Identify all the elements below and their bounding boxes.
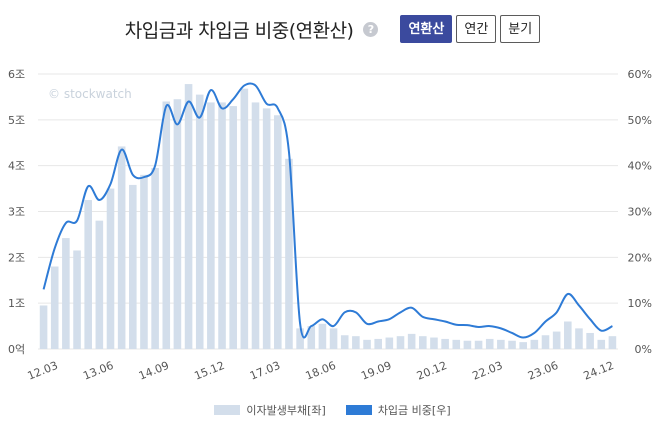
bar (452, 339, 461, 349)
x-tick-label: 14.09 (137, 359, 171, 383)
y-right-tick-label: 40% (628, 160, 652, 173)
x-tick-label: 18.06 (304, 359, 338, 383)
legend-label-bar: 이자발생부채[좌] (246, 404, 326, 417)
bar (106, 188, 115, 349)
series-line (42, 82, 613, 339)
bar (50, 266, 59, 349)
bar (140, 174, 148, 349)
bar (151, 167, 159, 349)
bar (240, 88, 249, 350)
bar (352, 336, 360, 349)
bar (329, 328, 338, 350)
x-tick-label: 20.12 (415, 359, 449, 383)
bar (262, 108, 271, 350)
y-right-tick-label: 30% (628, 206, 652, 219)
help-icon[interactable]: ? (363, 21, 379, 37)
x-tick-label: 23.06 (526, 359, 560, 383)
bar (117, 146, 126, 349)
y-right-tick-label: 50% (628, 114, 652, 127)
y-left-tick-label: 1조 (8, 297, 25, 310)
chart-legend: 이자발생부채[좌] 차입금 비중[우] (0, 402, 665, 418)
bar (385, 337, 394, 349)
bar (62, 238, 70, 349)
y-right-tick-label: 10% (628, 297, 652, 310)
bar (374, 338, 382, 349)
chart-header: 차입금과 차입금 비중(연환산) ? 연환산 연간 분기 (0, 12, 665, 46)
watermark: © stockwatch (48, 87, 132, 101)
bar (307, 326, 316, 349)
chart-title: 차입금과 차입금 비중(연환산) (124, 19, 354, 42)
bar (407, 333, 416, 350)
bar (162, 101, 171, 349)
y-left-tick-label: 3조 (8, 206, 25, 219)
bar (229, 106, 237, 349)
bar (195, 94, 204, 349)
bar (586, 332, 594, 349)
bar (575, 328, 583, 350)
bar (485, 338, 494, 349)
bar (508, 340, 516, 349)
tab-yearly[interactable]: 연간 (456, 15, 497, 43)
y-right-tick-label: 60% (628, 68, 652, 81)
bar (296, 328, 304, 350)
bar (430, 337, 438, 349)
bar (541, 335, 550, 349)
y-left-tick-label: 4조 (8, 160, 25, 173)
y-left-tick-label: 0억 (8, 343, 25, 356)
y-left-tick-label: 2조 (8, 251, 25, 264)
y-left-tick-label: 6조 (8, 68, 25, 81)
x-tick-label: 17.03 (248, 359, 282, 383)
bar (173, 99, 182, 350)
bar (519, 342, 527, 350)
x-tick-label: 13.06 (81, 359, 115, 383)
bar (474, 340, 483, 349)
bar (285, 158, 293, 349)
bar (340, 335, 349, 349)
x-tick-label: 19.09 (359, 359, 393, 383)
bar (441, 338, 449, 349)
bar (363, 339, 371, 349)
x-tick-label: 15.12 (192, 359, 226, 383)
y-right-tick-label: 20% (628, 251, 652, 264)
x-tick-label: 24.12 (582, 359, 616, 383)
bar (564, 321, 572, 349)
legend-swatch-line (345, 405, 372, 415)
bar (39, 305, 48, 349)
bar (552, 331, 561, 349)
bar (184, 84, 193, 349)
bar (597, 339, 606, 349)
bar (274, 115, 282, 349)
bar (608, 336, 617, 349)
bar (530, 339, 539, 349)
bar (497, 339, 505, 349)
bar (84, 200, 92, 349)
bar (95, 220, 104, 349)
y-left-tick-label: 5조 (8, 114, 25, 127)
x-tick-label: 12.03 (26, 359, 60, 383)
bar (463, 340, 472, 349)
legend-item-line[interactable]: 차입금 비중[우] (345, 402, 451, 418)
legend-swatch-bar (214, 405, 241, 415)
bar (129, 184, 137, 349)
y-right-tick-label: 0% (635, 343, 652, 356)
bar (396, 336, 405, 349)
legend-label-line: 차입금 비중[우] (377, 404, 451, 417)
x-tick-label: 22.03 (470, 359, 504, 383)
tab-quarterly[interactable]: 분기 (500, 15, 541, 43)
bar (251, 102, 260, 349)
tab-annualized[interactable]: 연환산 (400, 15, 453, 43)
bar (419, 336, 427, 349)
bar (207, 102, 215, 349)
legend-item-bar[interactable]: 이자발생부채[좌] (214, 402, 326, 418)
bar (318, 323, 327, 349)
bar (73, 250, 81, 349)
bar (218, 102, 226, 349)
